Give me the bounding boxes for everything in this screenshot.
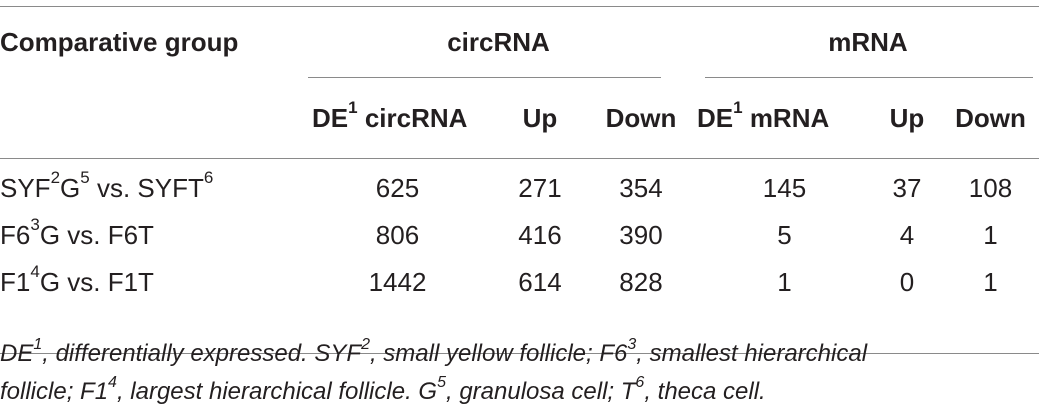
header-row: Comparative group circRNA mRNA [0, 7, 1039, 77]
top-rule [0, 6, 1039, 7]
down-circrna-cell: 390 [619, 220, 663, 250]
de-circrna-header: DE1 circRNA [312, 97, 468, 133]
circrna-group-header: circRNA [447, 26, 550, 57]
down-mrna-cell: 1 [983, 267, 998, 297]
up-circrna-cell: 416 [518, 220, 562, 250]
row-label: SYF2G5 vs. SYFT6 [0, 168, 214, 203]
down-mrna-cell: 1 [983, 220, 998, 250]
de-circrna-cell: 1442 [368, 267, 427, 297]
de-mrna-cell: 145 [762, 173, 807, 203]
mrna-underline [705, 77, 1033, 78]
group-underlines [0, 77, 1039, 78]
down-mrna-header: Down [955, 102, 1026, 133]
up-circrna-cell: 271 [518, 173, 562, 203]
up-circrna-header: Up [522, 102, 558, 133]
circrna-underline [308, 77, 661, 78]
table-body: SYF2G5 vs. SYFT6 625 271 354 145 37 108 … [0, 159, 1039, 401]
footnote-line-2: follicle; F14, largest hierarchical foll… [0, 374, 766, 406]
results-table: Comparative group circRNA mRNA DE1 circR… [0, 6, 1039, 401]
de-mrna-cell: 1 [777, 267, 792, 297]
footnote-line-1: DE1, differentially expressed. SYF2, sma… [0, 336, 868, 368]
up-mrna-cell: 0 [899, 267, 915, 297]
down-circrna-cell: 828 [619, 267, 663, 297]
table-row: F63G vs. F6T 806 416 390 5 4 1 [0, 212, 1039, 259]
de-circrna-cell: 625 [375, 173, 420, 203]
up-mrna-header: Up [889, 102, 925, 133]
de-mrna-cell: 5 [777, 220, 792, 250]
header-rule [0, 158, 1039, 159]
mrna-group-header: mRNA [828, 26, 908, 57]
de-circrna-cell: 806 [375, 220, 420, 250]
table-row: SYF2G5 vs. SYFT6 625 271 354 145 37 108 [0, 159, 1039, 212]
down-circrna-header: Down [605, 102, 677, 133]
row-label: F63G vs. F6T [0, 215, 154, 250]
down-circrna-cell: 354 [619, 173, 663, 203]
up-circrna-cell: 614 [518, 267, 562, 297]
de-mrna-header: DE1 mRNA [697, 97, 830, 133]
subheader-row: DE1 circRNA Up Down DE1 mRNA Up Down [0, 78, 1039, 159]
bottom-rule [0, 353, 1039, 401]
row-label: F14G vs. F1T [0, 262, 154, 297]
table-header: Comparative group circRNA mRNA DE1 circR… [0, 6, 1039, 159]
group-column-header: Comparative group [0, 26, 239, 57]
table-footnote: DE1, differentially expressed. SYF2, sma… [0, 335, 1039, 411]
up-mrna-cell: 37 [892, 173, 922, 203]
up-mrna-cell: 4 [899, 220, 915, 250]
down-mrna-cell: 108 [968, 173, 1013, 203]
table-row: F14G vs. F1T 1442 614 828 1 0 1 [0, 259, 1039, 306]
